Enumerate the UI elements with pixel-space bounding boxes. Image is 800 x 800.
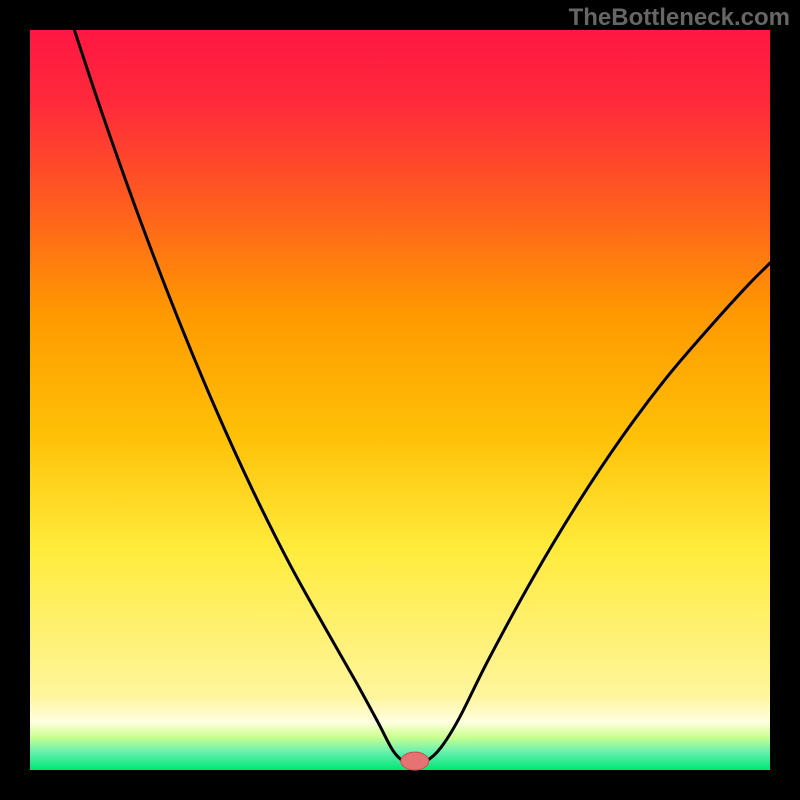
optimal-point-marker xyxy=(401,752,429,770)
chart-plot-background xyxy=(30,30,770,770)
watermark-text: TheBottleneck.com xyxy=(569,4,790,32)
chart-container: TheBottleneck.com xyxy=(0,0,800,800)
bottleneck-chart xyxy=(0,0,800,800)
